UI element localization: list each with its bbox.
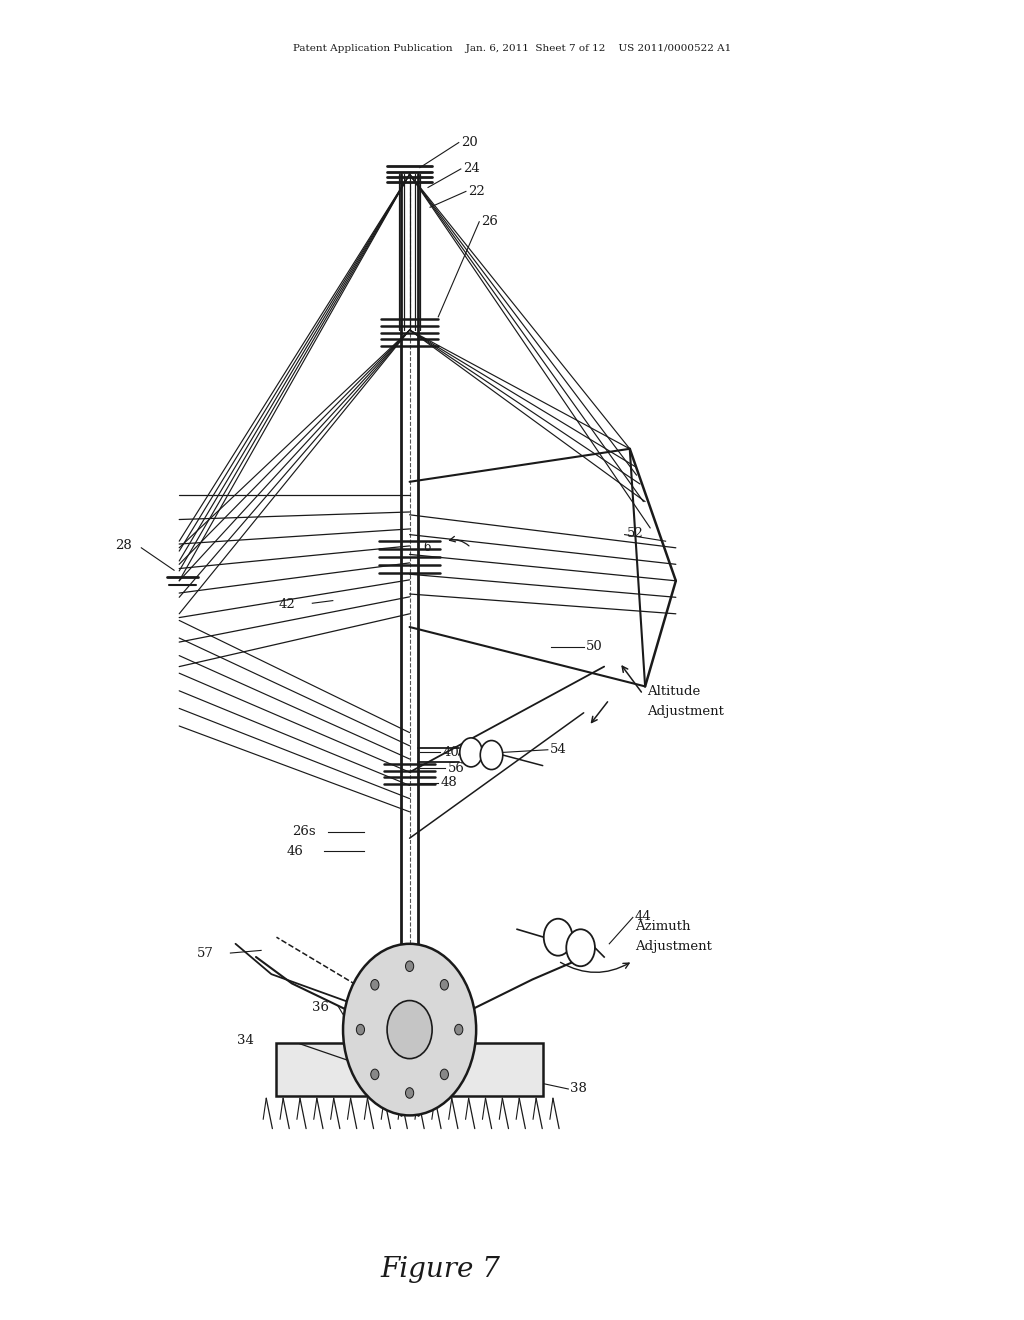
Text: 26: 26 (481, 215, 498, 228)
Circle shape (371, 979, 379, 990)
Text: 22: 22 (468, 185, 484, 198)
Circle shape (566, 929, 595, 966)
Circle shape (387, 1001, 432, 1059)
Circle shape (440, 1069, 449, 1080)
Text: 52: 52 (627, 527, 643, 540)
Text: 57: 57 (197, 946, 213, 960)
Text: 26s: 26s (292, 825, 315, 838)
Text: 20: 20 (461, 136, 477, 149)
Text: 50: 50 (586, 640, 602, 653)
Text: 46: 46 (287, 845, 303, 858)
Text: 28: 28 (115, 539, 131, 552)
Circle shape (544, 919, 572, 956)
Text: 42: 42 (279, 598, 295, 611)
Circle shape (460, 738, 482, 767)
Text: 34: 34 (238, 1034, 254, 1047)
Circle shape (343, 944, 476, 1115)
Circle shape (480, 741, 503, 770)
Text: Azimuth: Azimuth (635, 920, 690, 933)
Text: Altitude: Altitude (647, 685, 700, 698)
Text: Adjustment: Adjustment (647, 705, 724, 718)
Bar (276, 1043, 543, 1096)
Circle shape (406, 1088, 414, 1098)
Text: 40: 40 (442, 746, 459, 759)
Text: Patent Application Publication    Jan. 6, 2011  Sheet 7 of 12    US 2011/0000522: Patent Application Publication Jan. 6, 2… (293, 45, 731, 53)
Text: 56: 56 (447, 762, 464, 775)
Circle shape (371, 1069, 379, 1080)
Text: 36: 36 (312, 1001, 330, 1014)
Text: 6: 6 (423, 541, 430, 554)
Text: 44: 44 (635, 909, 651, 923)
Text: 48: 48 (440, 776, 457, 789)
Circle shape (406, 961, 414, 972)
Text: Figure 7: Figure 7 (380, 1257, 501, 1283)
Text: 54: 54 (550, 743, 566, 756)
Text: Adjustment: Adjustment (635, 940, 712, 953)
Circle shape (455, 1024, 463, 1035)
Text: 38: 38 (570, 1082, 587, 1096)
Text: 24: 24 (463, 162, 479, 176)
Circle shape (440, 979, 449, 990)
Circle shape (356, 1024, 365, 1035)
